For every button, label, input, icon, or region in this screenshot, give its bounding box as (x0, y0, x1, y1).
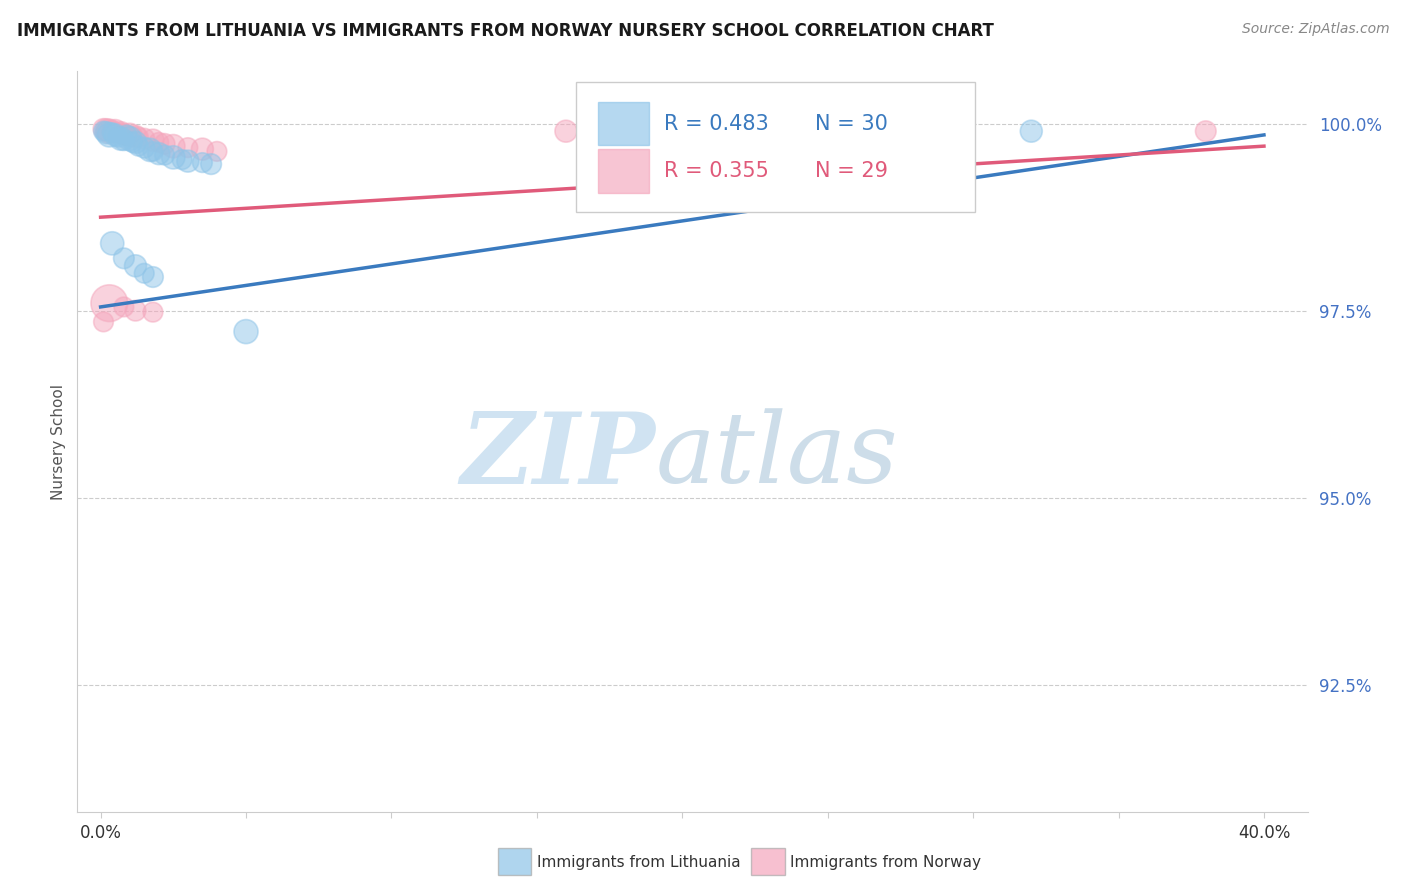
Text: Immigrants from Norway: Immigrants from Norway (790, 855, 981, 870)
Text: Source: ZipAtlas.com: Source: ZipAtlas.com (1241, 22, 1389, 37)
Point (148, 146, 170, 161)
Point (101, 236, 124, 251)
Point (162, 139, 184, 153)
Point (124, 303, 146, 318)
Point (112, 300, 135, 314)
Point (112, 133, 135, 147)
Point (134, 131, 156, 145)
Point (1019, 124, 1042, 138)
Point (142, 133, 165, 147)
Point (104, 124, 127, 138)
Point (142, 305, 165, 319)
Text: N = 29: N = 29 (815, 161, 889, 181)
Point (153, 148, 176, 162)
Point (205, 145, 228, 159)
Point (153, 136, 176, 151)
Point (1195, 124, 1218, 138)
Text: Immigrants from Lithuania: Immigrants from Lithuania (537, 855, 741, 870)
Point (110, 126, 132, 140)
Point (115, 128, 138, 142)
Point (93, 124, 115, 138)
Y-axis label: Nursery School: Nursery School (51, 384, 66, 500)
Point (104, 128, 127, 142)
Point (127, 130, 149, 145)
Point (115, 128, 138, 142)
Point (96, 122, 118, 136)
Point (107, 126, 129, 140)
Point (191, 142, 214, 156)
Point (124, 129, 146, 144)
Point (98, 128, 121, 142)
Point (112, 127, 135, 141)
Text: atlas: atlas (655, 409, 898, 504)
Point (148, 136, 170, 150)
Point (121, 136, 143, 150)
Point (96, 126, 118, 140)
Point (127, 139, 149, 153)
Point (162, 150, 184, 164)
Point (134, 141, 156, 155)
Point (110, 131, 132, 145)
Point (93, 122, 115, 136)
Point (112, 252, 135, 266)
Point (121, 129, 143, 144)
Point (98, 296, 121, 310)
Text: R = 0.355: R = 0.355 (664, 161, 769, 181)
Point (235, 325, 257, 339)
Point (93, 315, 115, 329)
Point (200, 157, 222, 171)
Text: N = 30: N = 30 (815, 113, 889, 134)
Point (124, 259, 146, 273)
Text: ZIP: ZIP (461, 409, 655, 505)
Point (139, 143, 162, 157)
Point (177, 141, 200, 155)
Point (101, 126, 124, 140)
Point (142, 270, 165, 285)
Point (98, 124, 121, 138)
Point (101, 124, 124, 138)
Point (555, 124, 578, 138)
FancyBboxPatch shape (575, 82, 976, 212)
Point (107, 130, 129, 145)
Point (134, 266, 156, 280)
Text: R = 0.483: R = 0.483 (664, 113, 769, 134)
Point (170, 153, 193, 167)
Point (142, 145, 165, 159)
Point (124, 136, 146, 150)
Point (118, 131, 141, 145)
Text: IMMIGRANTS FROM LITHUANIA VS IMMIGRANTS FROM NORWAY NURSERY SCHOOL CORRELATION C: IMMIGRANTS FROM LITHUANIA VS IMMIGRANTS … (17, 22, 994, 40)
Point (191, 155, 214, 169)
Point (118, 128, 141, 142)
FancyBboxPatch shape (598, 149, 650, 193)
FancyBboxPatch shape (598, 102, 650, 145)
Point (177, 154, 200, 169)
